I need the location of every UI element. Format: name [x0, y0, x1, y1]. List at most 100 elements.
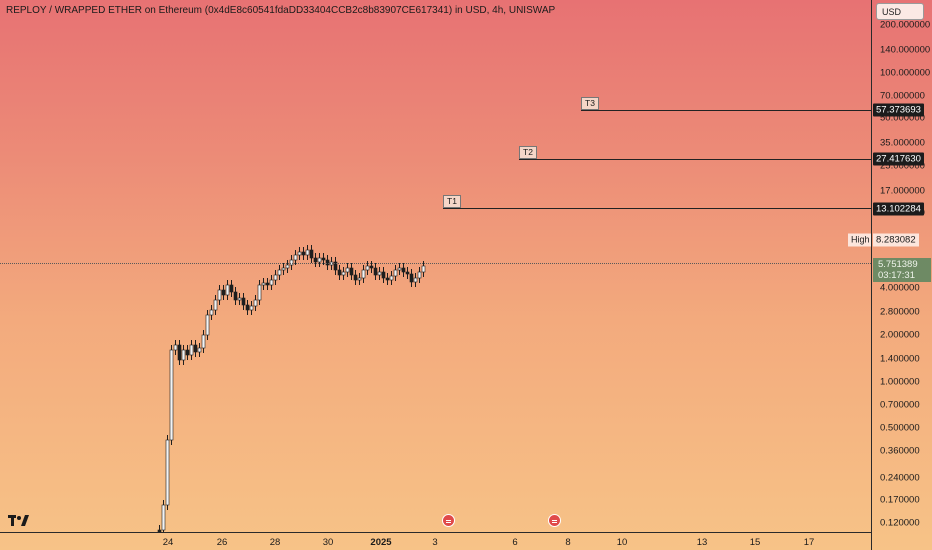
time-tick-label: 10: [616, 537, 628, 548]
time-tick-label: 2025: [370, 537, 392, 548]
candle-body: [241, 297, 246, 306]
candle-body: [401, 267, 406, 273]
candle-body: [349, 267, 354, 276]
last-price-tag: 5.751389 03:17:31: [873, 258, 931, 282]
price-tick-label: 35.000000: [880, 137, 925, 149]
candle-body: [361, 269, 366, 279]
target-price-tag-t2: 27.417630: [873, 152, 924, 166]
candle-body: [385, 277, 390, 281]
target-line-t1[interactable]: [443, 208, 871, 209]
candle-body: [293, 254, 298, 261]
candle-body: [173, 344, 178, 351]
time-tick-label: 3: [432, 537, 438, 548]
candle-body: [205, 314, 210, 336]
candle-body: [189, 344, 194, 356]
target-price-tag-t1: 13.102284: [873, 202, 924, 216]
price-tick-label: 2.800000: [880, 306, 920, 318]
calendar-event-icon[interactable]: [548, 514, 561, 527]
candle-body: [281, 267, 286, 271]
candle-body: [413, 277, 418, 283]
price-tick-label: 1.000000: [880, 376, 920, 388]
time-tick-label: 17: [803, 537, 815, 548]
candle-body: [353, 274, 358, 281]
price-tick-label: 17.000000: [880, 185, 925, 197]
candlestick-series: [157, 245, 426, 532]
calendar-event-icon[interactable]: [442, 514, 455, 527]
candle-body: [285, 264, 290, 269]
price-tick-label: 0.360000: [880, 445, 920, 457]
candle-body: [333, 261, 338, 271]
time-tick-label: 13: [696, 537, 708, 548]
candle-body: [209, 309, 214, 316]
candle-body: [301, 251, 306, 256]
price-tick-label: 0.500000: [880, 422, 920, 434]
tradingview-logo-icon: [8, 515, 30, 529]
candle-body: [181, 349, 186, 361]
target-line-t3[interactable]: [581, 110, 871, 111]
target-label-t2[interactable]: T2: [519, 146, 537, 159]
candle-body: [161, 504, 166, 531]
currency-button[interactable]: USD: [876, 3, 924, 20]
target-label-t3[interactable]: T3: [581, 97, 599, 110]
candle-body: [317, 257, 322, 263]
candle-body: [397, 267, 402, 271]
candle-body: [325, 259, 330, 266]
candle-body: [185, 349, 190, 356]
price-tick-label: 50.000000: [880, 112, 925, 124]
candle-body: [345, 267, 350, 273]
candle-body: [337, 269, 342, 276]
time-tick-label: 28: [269, 537, 281, 548]
last-price-value: 5.751389: [878, 259, 918, 270]
price-tick-label: 100.000000: [880, 67, 931, 79]
candle-body: [237, 297, 242, 301]
price-tick-label: 70.000000: [880, 90, 925, 102]
chart-plot-area[interactable]: T1 T2 T3 High: [0, 0, 871, 532]
time-tick-label: 8: [565, 537, 571, 548]
candle-body: [169, 349, 174, 441]
candle-body: [321, 257, 326, 261]
candle-body: [389, 275, 394, 281]
price-tick-label: 0.170000: [880, 494, 920, 506]
candle-body: [341, 271, 346, 276]
target-label-t1[interactable]: T1: [443, 195, 461, 208]
time-tick-label: 15: [749, 537, 761, 548]
high-price-tag: 8.283082: [873, 233, 919, 247]
target-line-t2[interactable]: [519, 159, 871, 160]
candle-body: [309, 249, 314, 259]
candle-body: [357, 277, 362, 281]
price-tick-label: 0.240000: [880, 472, 920, 484]
candle-body: [269, 279, 274, 286]
candle-body: [253, 299, 258, 307]
candle-body: [289, 259, 294, 266]
candle-body: [265, 282, 270, 286]
price-tick-label: 1.400000: [880, 353, 920, 365]
candle-body: [313, 257, 318, 263]
price-tick-label: 140.000000: [880, 44, 931, 56]
candle-body: [229, 284, 234, 293]
time-tick-label: 24: [162, 537, 174, 548]
candle-body: [297, 251, 302, 256]
candle-body: [417, 271, 422, 279]
chart-title: REPLOY / WRAPPED ETHER on Ethereum (0x4d…: [6, 5, 556, 16]
time-tick-label: 6: [512, 537, 518, 548]
bar-countdown: 03:17:31: [878, 270, 915, 281]
candle-body: [305, 249, 310, 256]
time-tick-label: 30: [322, 537, 334, 548]
candle-body: [369, 265, 374, 269]
candle-body: [221, 289, 226, 296]
candle-body: [409, 273, 414, 283]
time-axis[interactable]: 24 26 28 30 2025 3 6 8 10 13 15 17: [0, 532, 871, 550]
candle-body: [261, 282, 266, 286]
candle-body: [233, 291, 238, 301]
candle-body: [197, 347, 202, 353]
price-axis[interactable]: USD 200.000000 140.000000 100.000000 70.000…: [871, 0, 932, 550]
price-tick-label: 2.000000: [880, 329, 920, 341]
candle-body: [165, 439, 170, 506]
candle-body: [381, 271, 386, 279]
last-price-line: [0, 263, 871, 264]
candle-body: [273, 274, 278, 281]
candle-body: [405, 271, 410, 275]
candle-body: [213, 299, 218, 311]
price-tick-label: 4.000000: [880, 282, 920, 294]
